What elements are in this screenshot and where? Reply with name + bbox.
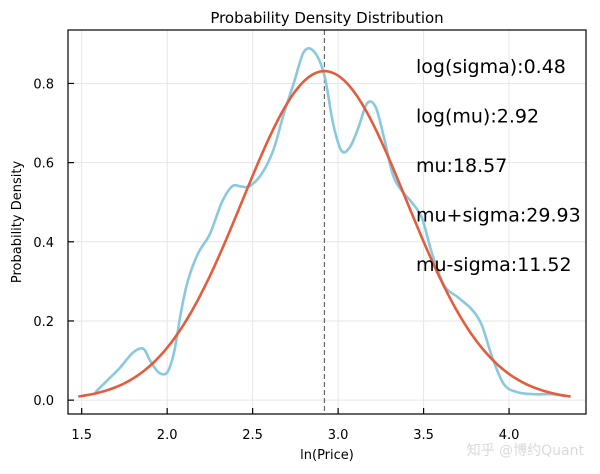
x-axis-ticks: 1.5 2.0 2.5 3.0 3.5 4.0 [71, 408, 519, 443]
y-axis-label: Probability Density [10, 161, 25, 284]
stat-annotation: mu-sigma:11.52 [416, 254, 572, 276]
y-tick-label: 0.4 [33, 236, 54, 251]
x-tick-label: 4.0 [499, 428, 520, 443]
plot-frame [67, 29, 587, 415]
x-tick-label: 2.0 [157, 428, 178, 443]
x-axis-label: ln(Price) [300, 448, 354, 463]
stat-annotation: log(sigma):0.48 [416, 56, 566, 78]
curves [78, 47, 571, 398]
stat-annotation: log(mu):2.92 [416, 106, 539, 128]
watermark: 知乎 @博约Quant [467, 442, 585, 459]
x-tick-label: 1.5 [71, 428, 92, 443]
y-axis-ticks: 0.0 0.2 0.4 0.6 0.8 [33, 77, 74, 409]
normal-fit-line [78, 69, 571, 398]
x-tick-label: 3.5 [413, 428, 434, 443]
annotations: log(sigma):0.48 log(mu):2.92 mu:18.57 mu+si… [416, 56, 581, 276]
stat-annotation: mu+sigma:29.93 [416, 205, 581, 227]
chart-title: Probability Density Distribution [210, 9, 443, 27]
y-tick-label: 0.0 [33, 394, 54, 409]
x-tick-label: 3.0 [328, 428, 349, 443]
y-tick-label: 0.2 [33, 315, 54, 330]
stat-annotation: mu:18.57 [416, 155, 507, 177]
y-tick-label: 0.8 [33, 77, 54, 92]
y-tick-label: 0.6 [33, 157, 54, 172]
kde-line [94, 47, 566, 398]
x-tick-label: 2.5 [242, 428, 263, 443]
